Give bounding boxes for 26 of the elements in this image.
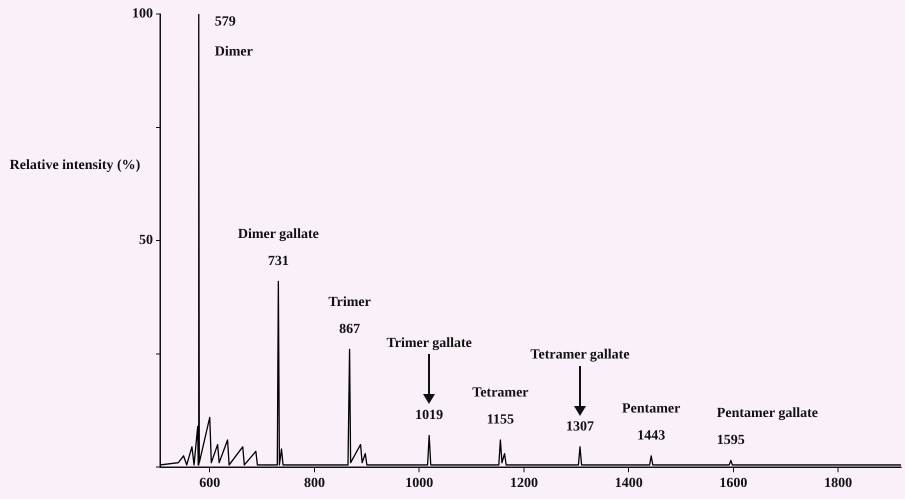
annotation: Pentamer — [622, 401, 680, 416]
annotation: Pentamer gallate — [716, 406, 818, 422]
annotation: 1019 — [415, 408, 444, 424]
y-axis-title: Relative intensity (%) — [8, 158, 142, 174]
x-tick-label: 1000 — [405, 476, 434, 492]
annotation: Dimer gallate — [238, 226, 319, 242]
annotation: 579 — [214, 14, 236, 30]
x-tick-label: 800 — [304, 476, 325, 492]
annotation: 867 — [339, 322, 360, 337]
y-tick-label: 50 — [139, 233, 153, 248]
annotation: Tetramer — [472, 386, 529, 401]
annotation: Trimer gallate — [386, 336, 472, 352]
annotation: 1595 — [716, 433, 745, 448]
x-tick-label: 1600 — [719, 476, 748, 492]
annotation: Dimer — [214, 44, 253, 60]
x-tick-label: 1400 — [614, 476, 643, 492]
x-tick-label: 600 — [199, 476, 220, 492]
annotation: Tetramer gallate — [530, 347, 630, 362]
annotation: 731 — [268, 254, 289, 269]
annotation: 1307 — [566, 419, 594, 434]
annotation: Trimer — [328, 294, 371, 310]
annotation: 1155 — [486, 412, 514, 428]
x-tick-label: 1800 — [824, 476, 852, 492]
x-tick-label: 1200 — [510, 476, 538, 492]
y-tick-label: 100 — [132, 6, 153, 22]
annotation: 1443 — [637, 428, 666, 444]
